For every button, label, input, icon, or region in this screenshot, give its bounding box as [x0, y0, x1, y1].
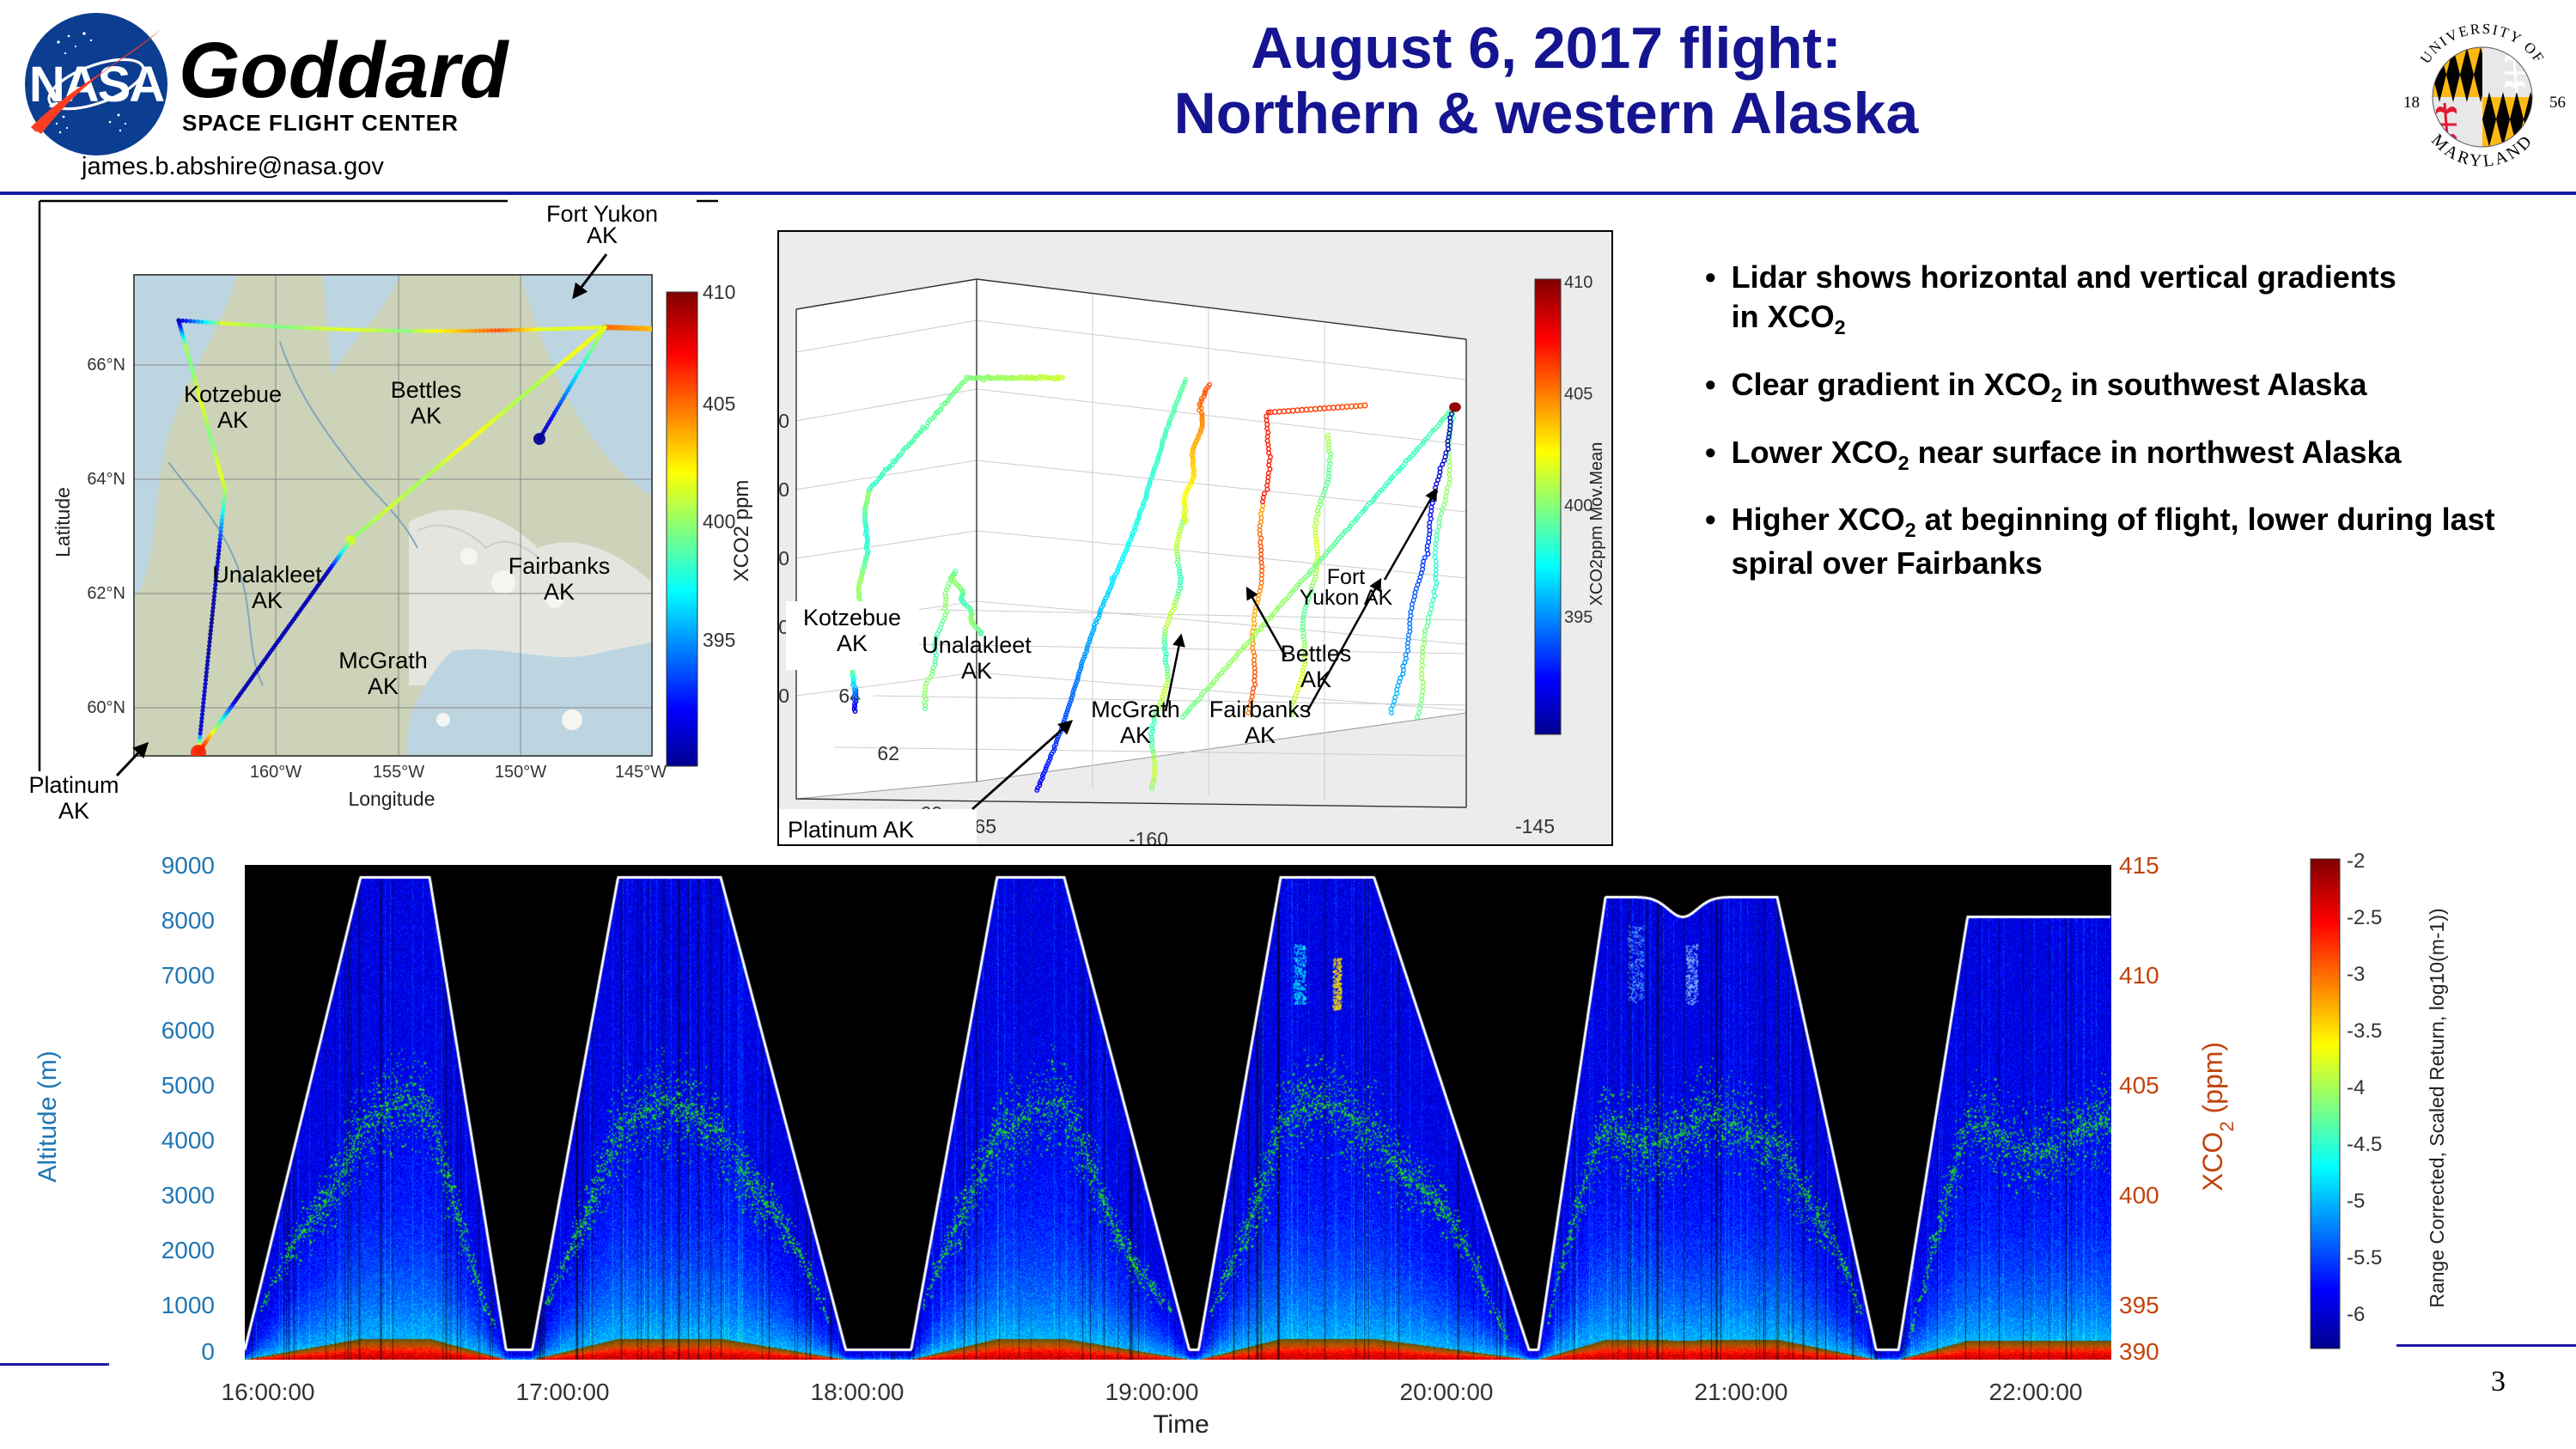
svg-text:395: 395 — [1564, 608, 1592, 627]
svg-text:21:00:00: 21:00:00 — [1695, 1379, 1788, 1405]
svg-text:0: 0 — [201, 1338, 215, 1365]
svg-text:17:00:00: 17:00:00 — [516, 1379, 610, 1405]
svg-text:AK: AK — [217, 407, 248, 433]
svg-text:145°W: 145°W — [615, 763, 667, 782]
svg-text:-3: -3 — [2347, 963, 2365, 986]
svg-text:Fairbanks: Fairbanks — [509, 553, 611, 579]
svg-text:AK: AK — [837, 630, 868, 656]
svg-text:AK: AK — [1120, 722, 1151, 748]
svg-text:AK: AK — [252, 588, 283, 613]
svg-text:-3.5: -3.5 — [2347, 1020, 2382, 1043]
svg-text:6000: 6000 — [779, 547, 789, 569]
svg-text:5000: 5000 — [161, 1072, 215, 1099]
svg-text:-145: -145 — [1515, 815, 1555, 837]
svg-text:-2.5: -2.5 — [2347, 906, 2382, 929]
svg-text:18:00:00: 18:00:00 — [811, 1379, 904, 1405]
svg-text:Time: Time — [1153, 1410, 1209, 1439]
svg-text:Yukon AK: Yukon AK — [1300, 586, 1393, 610]
svg-text:-5.5: -5.5 — [2347, 1246, 2382, 1269]
svg-text:410: 410 — [1564, 273, 1592, 292]
svg-text:AK: AK — [544, 579, 575, 605]
svg-text:160°W: 160°W — [250, 763, 301, 782]
svg-text:6000: 6000 — [161, 1017, 215, 1044]
svg-text:19:00:00: 19:00:00 — [1105, 1379, 1199, 1405]
svg-text:Bettles: Bettles — [391, 377, 462, 403]
svg-text:AK: AK — [961, 658, 992, 684]
svg-text:Fairbanks: Fairbanks — [1209, 697, 1312, 722]
svg-text:62: 62 — [877, 742, 899, 764]
svg-text:AK: AK — [1245, 722, 1276, 748]
svg-text:16:00:00: 16:00:00 — [222, 1379, 315, 1405]
svg-text:390: 390 — [2119, 1338, 2159, 1365]
svg-text:Kotzebue: Kotzebue — [803, 605, 901, 630]
svg-text:AK: AK — [411, 403, 442, 429]
svg-text:410: 410 — [703, 281, 735, 303]
svg-text:Range Corrected, Scaled Return: Range Corrected, Scaled Return, log10(m-… — [2426, 908, 2448, 1307]
svg-text:8000: 8000 — [779, 478, 789, 501]
svg-text:Altitude (m): Altitude (m) — [33, 1050, 62, 1182]
svg-text:-2: -2 — [2347, 849, 2365, 873]
svg-text:Unalakleet: Unalakleet — [922, 632, 1032, 658]
svg-text:-5: -5 — [2347, 1190, 2365, 1213]
svg-text:Platinum AK: Platinum AK — [788, 817, 914, 843]
svg-text:62°N: 62°N — [87, 584, 125, 603]
svg-text:66°N: 66°N — [87, 356, 125, 374]
svg-text:400: 400 — [2119, 1182, 2159, 1209]
svg-text:22:00:00: 22:00:00 — [1989, 1379, 2083, 1405]
svg-text:56: 56 — [2549, 94, 2566, 112]
svg-text:155°W: 155°W — [373, 763, 424, 782]
svg-text:-4: -4 — [2347, 1076, 2365, 1099]
svg-text:2000: 2000 — [161, 1237, 215, 1263]
svg-text:405: 405 — [1564, 385, 1592, 404]
svg-text:XCO2 (ppm): XCO2 (ppm) — [2197, 1042, 2238, 1191]
svg-text:2000: 2000 — [779, 685, 789, 707]
svg-text:18: 18 — [2403, 94, 2420, 112]
svg-text:4000: 4000 — [161, 1127, 215, 1154]
svg-text:395: 395 — [703, 629, 735, 651]
svg-text:-160: -160 — [1129, 828, 1168, 846]
svg-text:410: 410 — [2119, 962, 2159, 989]
svg-text:8000: 8000 — [161, 907, 215, 934]
svg-text:Kotzebue: Kotzebue — [184, 381, 282, 407]
svg-text:XCO2ppm Mov.Mean: XCO2ppm Mov.Mean — [1587, 442, 1606, 606]
svg-text:Goddard: Goddard — [179, 27, 509, 114]
svg-text:Bettles: Bettles — [1281, 641, 1352, 667]
svg-text:AK: AK — [587, 222, 618, 248]
svg-text:Unalakleet: Unalakleet — [212, 562, 322, 588]
svg-text:Platinum: Platinum — [28, 772, 119, 798]
svg-text:AK: AK — [58, 798, 89, 824]
svg-text:64°N: 64°N — [87, 470, 125, 489]
svg-text:405: 405 — [2119, 1072, 2159, 1099]
svg-text:McGrath: McGrath — [338, 648, 428, 673]
svg-text:150°W: 150°W — [495, 763, 546, 782]
svg-text:9000: 9000 — [161, 852, 215, 879]
svg-text:395: 395 — [2119, 1292, 2159, 1318]
svg-text:1000: 1000 — [161, 1292, 215, 1318]
svg-text:-4.5: -4.5 — [2347, 1133, 2382, 1156]
svg-text:AK: AK — [1300, 667, 1331, 692]
svg-text:-155: -155 — [1266, 841, 1306, 846]
svg-text:AK: AK — [368, 673, 399, 699]
svg-text:Latitude: Latitude — [52, 487, 74, 557]
svg-text:405: 405 — [703, 393, 735, 415]
svg-text:7000: 7000 — [161, 962, 215, 989]
svg-text:Longitude: Longitude — [348, 788, 435, 810]
svg-text:3000: 3000 — [161, 1182, 215, 1209]
svg-text:60°N: 60°N — [87, 698, 125, 717]
svg-text:NASA: NASA — [29, 57, 164, 113]
svg-text:415: 415 — [2119, 852, 2159, 879]
svg-text:-6: -6 — [2347, 1303, 2365, 1326]
svg-text:20:00:00: 20:00:00 — [1400, 1379, 1494, 1405]
svg-text:XCO2 ppm: XCO2 ppm — [730, 480, 753, 582]
